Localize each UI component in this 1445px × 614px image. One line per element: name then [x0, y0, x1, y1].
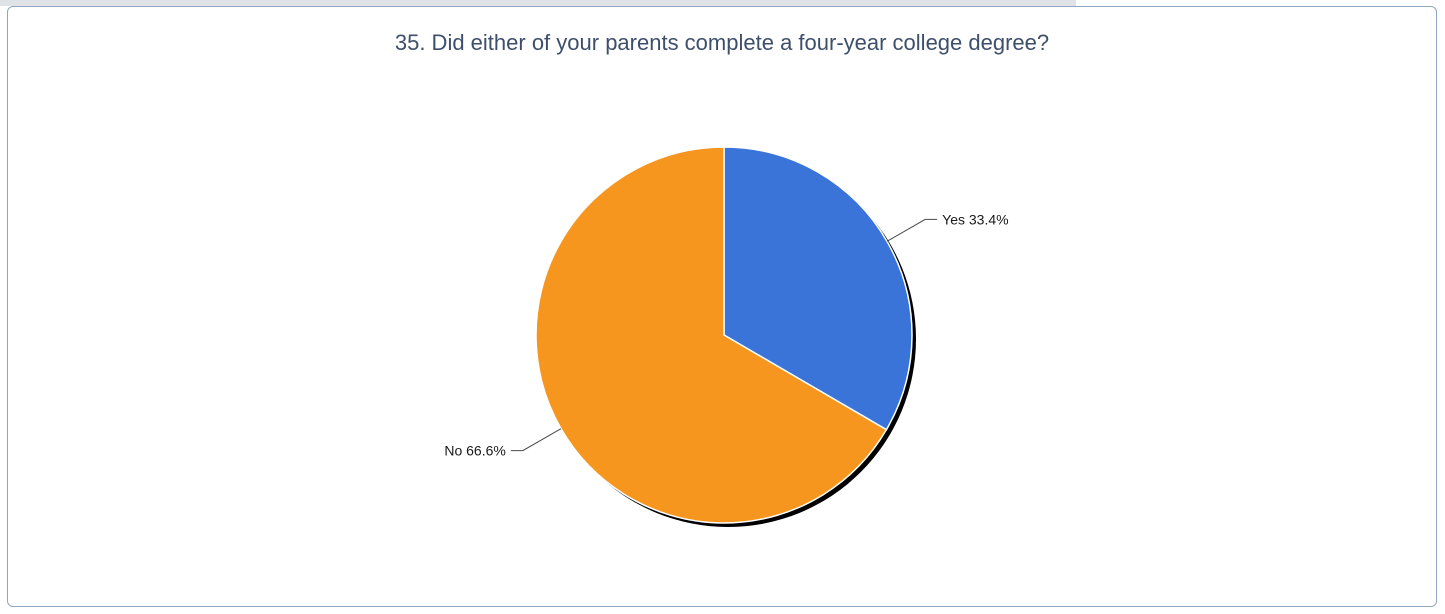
data-label-no: No 66.6%	[444, 443, 505, 459]
pie-labels: Yes 33.4% No 66.6%	[444, 211, 1008, 458]
top-strip	[0, 0, 1076, 6]
leader-line-no	[510, 428, 562, 452]
pie-slices	[535, 146, 913, 524]
pie-slice-no	[535, 146, 888, 524]
chart-title: 35. Did either of your parents complete …	[394, 30, 1050, 55]
pie-slice-yes	[723, 146, 913, 431]
data-label-yes: Yes 33.4%	[942, 211, 1008, 227]
leader-line-yes	[886, 218, 938, 242]
